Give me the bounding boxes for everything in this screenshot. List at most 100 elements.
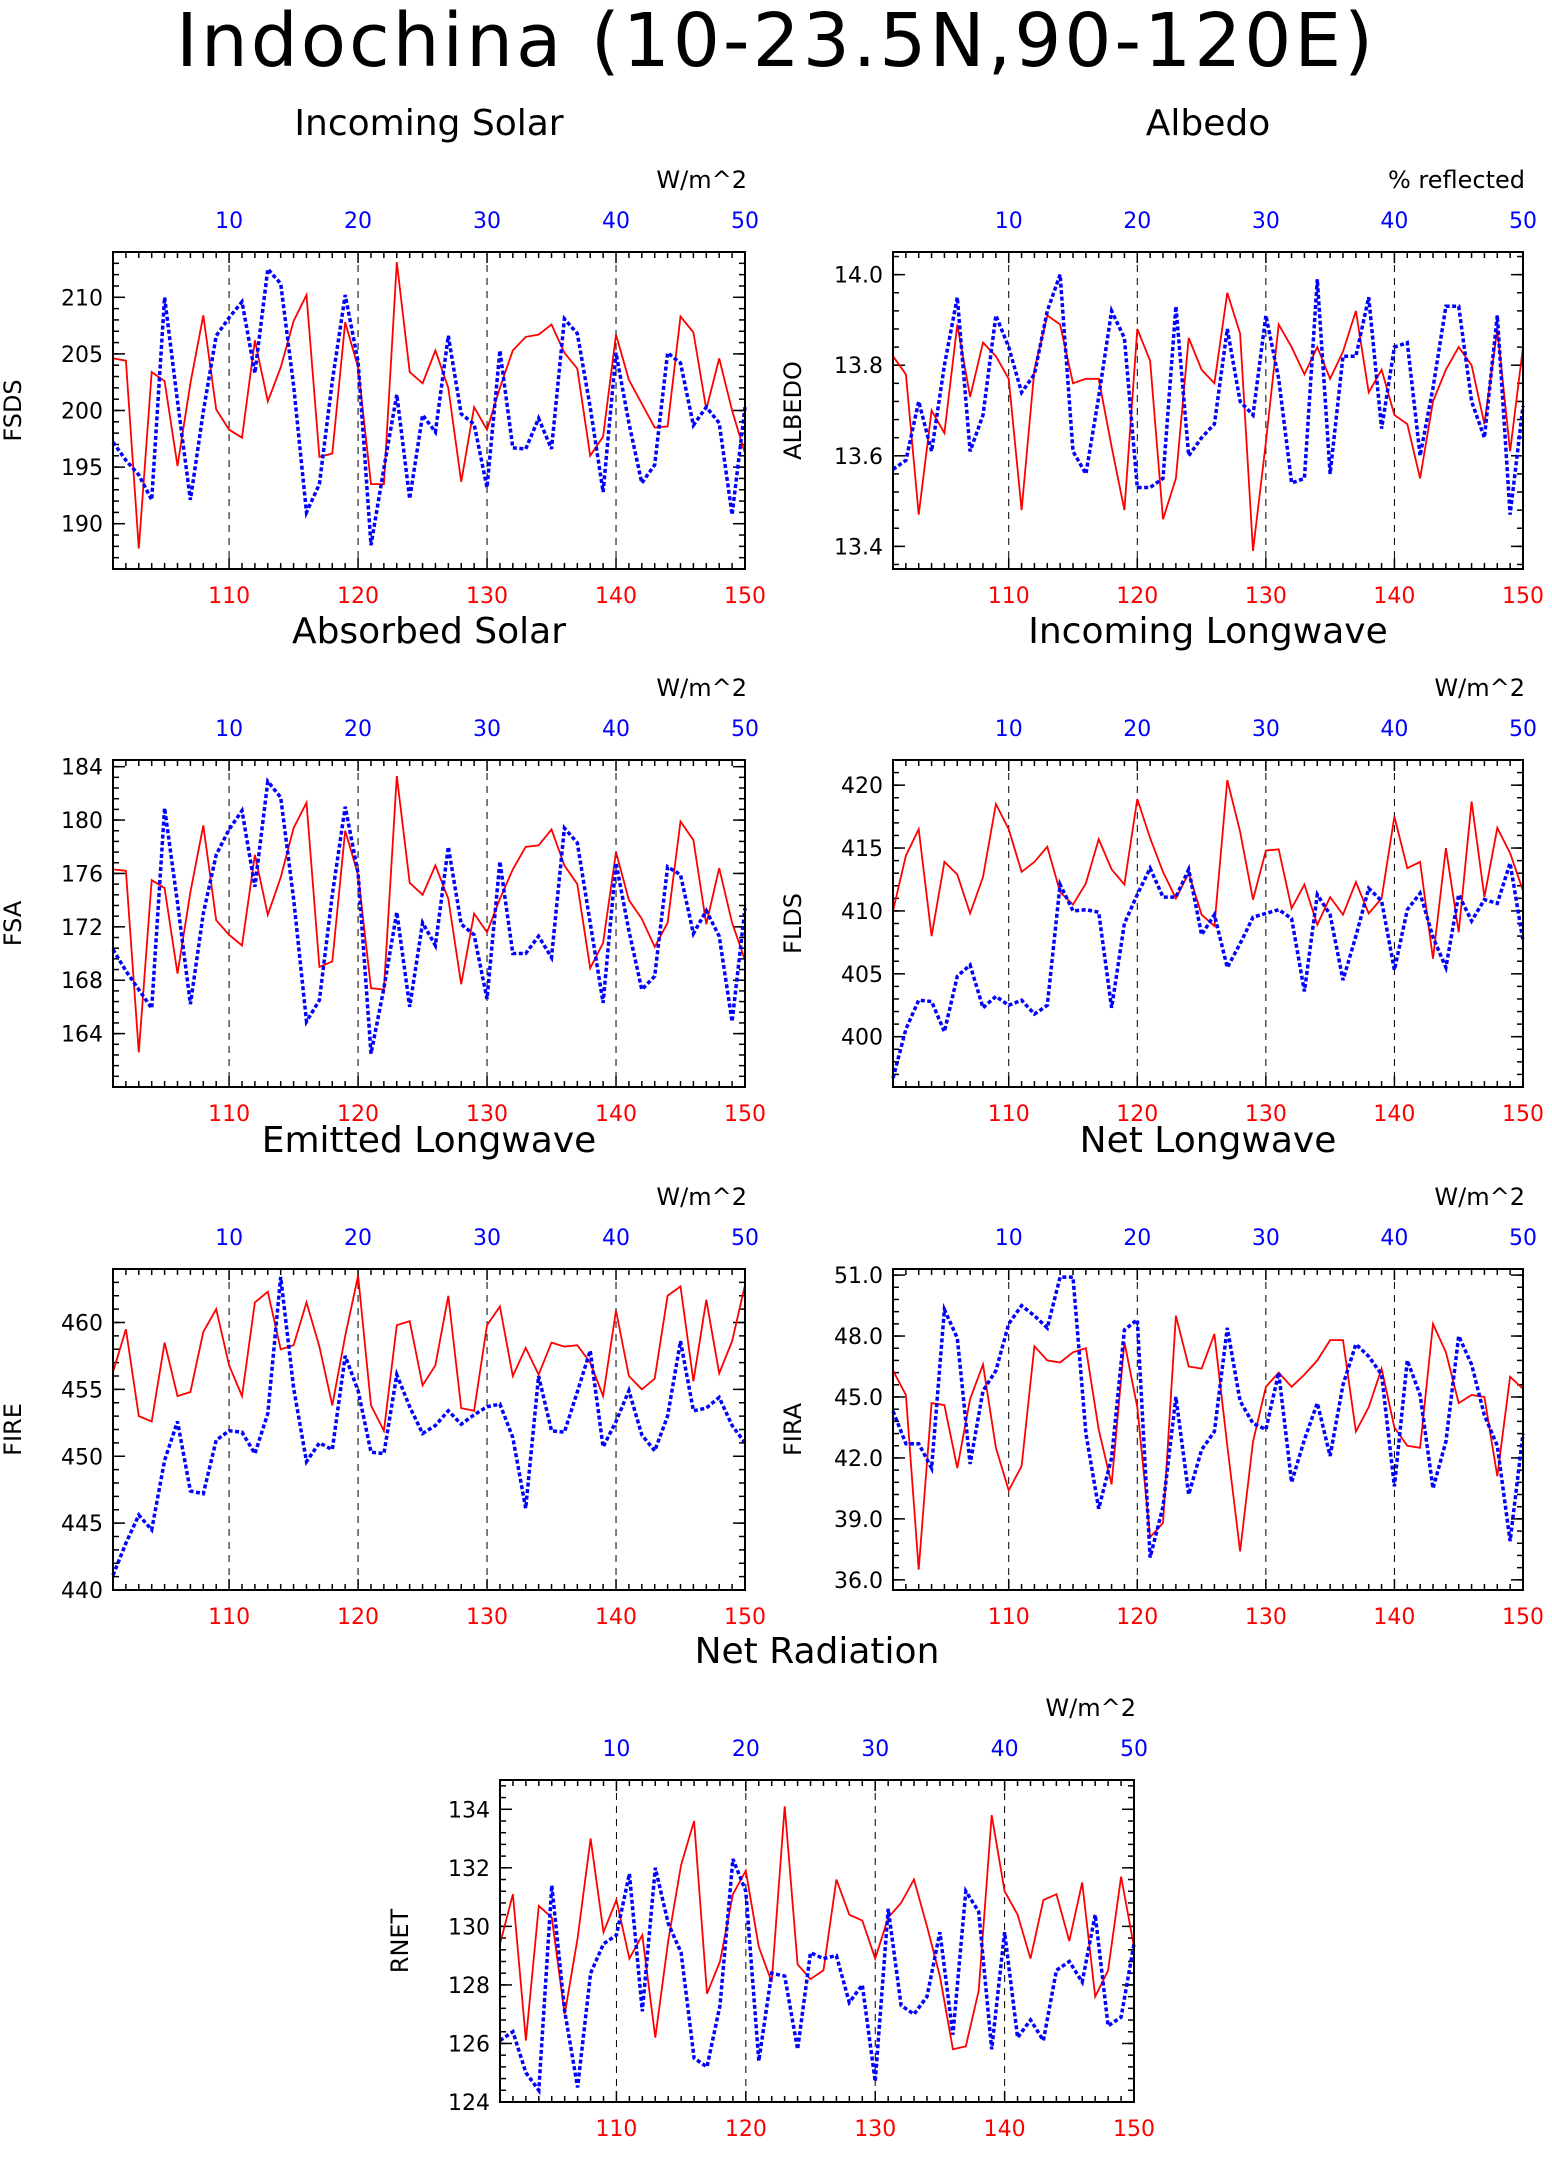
panel-6-ytick-label: 45.0 — [834, 1386, 883, 1411]
panel-2-ylabel: ALBEDO — [779, 361, 807, 460]
panel-5-ylabel: FIRE — [0, 1403, 27, 1456]
main-title: Indochina (10-23.5N,90-120E) — [176, 0, 1376, 84]
panel-3-xtick-top-label: 40 — [602, 717, 630, 742]
panel-5-xtick-top-label: 50 — [731, 1226, 759, 1251]
panel-1-xtick-bottom-label: 110 — [208, 584, 250, 609]
panel-7-frame — [499, 1779, 1135, 2103]
panel-5-ytick-label: 455 — [61, 1378, 103, 1403]
panel-6-xtick-bottom-label: 140 — [1373, 1605, 1415, 1630]
panel-1-title: Incoming Solar — [294, 103, 563, 144]
panel-1-ytick-label: 190 — [61, 513, 103, 538]
panel-4-xtick-top-label: 40 — [1380, 717, 1408, 742]
panel-4-xtick-bottom-label: 110 — [988, 1102, 1030, 1127]
panel-4-units-label: W/m^2 — [1434, 674, 1525, 702]
panel-2-xtick-bottom-label: 120 — [1116, 584, 1158, 609]
panel-3-xtick-bottom-label: 110 — [208, 1102, 250, 1127]
panel-2-xtick-top-label: 50 — [1509, 209, 1537, 234]
panel-4-title: Incoming Longwave — [1028, 611, 1388, 652]
panel-7-xtick-bottom-label: 150 — [1113, 2117, 1155, 2142]
panel-4-xtick-top-label: 20 — [1123, 717, 1151, 742]
panel-6-ytick-label: 36.0 — [834, 1569, 883, 1594]
panel-2-ytick-label: 13.8 — [834, 354, 883, 379]
panel-3-ytick-label: 164 — [61, 1023, 103, 1048]
panel-2-ytick-label: 13.4 — [834, 535, 883, 560]
panel-1-xtick-top-label: 10 — [215, 209, 243, 234]
panel-7-ytick-label: 128 — [448, 1974, 490, 1999]
panel-3-frame — [112, 759, 746, 1088]
panel-4-ylabel: FLDS — [779, 893, 807, 954]
panel-6-ylabel: FIRA — [779, 1402, 807, 1456]
panel-2-title: Albedo — [1146, 103, 1271, 144]
panel-4-series-red-line — [892, 779, 1524, 959]
panel-2-xtick-bottom-label: 110 — [988, 584, 1030, 609]
panel-1-xtick-bottom-label: 130 — [466, 584, 508, 609]
panel-4-xtick-bottom-label: 130 — [1245, 1102, 1287, 1127]
panel-2-frame — [892, 251, 1524, 570]
panel-1-ytick-label: 210 — [61, 286, 103, 311]
panel-6-xtick-bottom-label: 120 — [1116, 1605, 1158, 1630]
panel-3-ytick-label: 176 — [61, 862, 103, 887]
panel-1-ytick-label: 205 — [61, 343, 103, 368]
panel-7-ytick-label: 126 — [448, 2032, 490, 2057]
panel-5-xtick-top-label: 40 — [602, 1226, 630, 1251]
panel-2-series-blue-line — [891, 274, 1525, 515]
panel-6-xtick-top-label: 40 — [1380, 1226, 1408, 1251]
panel-6-ytick-label: 51.0 — [834, 1264, 883, 1289]
panel-7-ytick-label: 134 — [448, 1798, 490, 1823]
panel-5-ytick-label: 460 — [61, 1312, 103, 1337]
panel-1-xtick-top-label: 40 — [602, 209, 630, 234]
panel-6-series-blue-line — [891, 1275, 1525, 1558]
panel-1-xtick-bottom-label: 120 — [337, 584, 379, 609]
panel-6-units-label: W/m^2 — [1434, 1183, 1525, 1211]
panel-7-xtick-top-label: 40 — [991, 1737, 1019, 1762]
panel-5-ytick-label: 450 — [61, 1445, 103, 1470]
panel-3-title: Absorbed Solar — [292, 611, 566, 652]
panel-7-xtick-top-label: 30 — [861, 1737, 889, 1762]
panel-3-xtick-bottom-label: 120 — [337, 1102, 379, 1127]
panel-1-xtick-bottom-label: 150 — [724, 584, 766, 609]
panel-7-ylabel: RNET — [386, 1908, 414, 1973]
panel-3-ytick-label: 172 — [61, 916, 103, 941]
panel-6-xtick-bottom-label: 110 — [988, 1605, 1030, 1630]
panel-1-series-blue-line — [111, 264, 747, 546]
panel-7-units-label: W/m^2 — [1045, 1694, 1136, 1722]
panel-5-xtick-bottom-label: 110 — [208, 1605, 250, 1630]
panel-7-series-blue-line — [499, 1858, 1136, 2096]
panel-5-series-red-line — [112, 1275, 746, 1434]
panel-3-xtick-bottom-label: 150 — [724, 1102, 766, 1127]
panel-5-xtick-bottom-label: 130 — [466, 1605, 508, 1630]
panel-3-xtick-top-label: 50 — [731, 717, 759, 742]
panel-6-xtick-top-label: 50 — [1509, 1226, 1537, 1251]
panel-4-xtick-bottom-label: 140 — [1373, 1102, 1415, 1127]
panel-3-xtick-bottom-label: 130 — [466, 1102, 508, 1127]
panel-5-xtick-bottom-label: 120 — [337, 1605, 379, 1630]
panel-1-xtick-bottom-label: 140 — [595, 584, 637, 609]
panel-5-xtick-top-label: 20 — [344, 1226, 372, 1251]
panel-1-ytick-label: 195 — [61, 456, 103, 481]
panel-2-xtick-bottom-label: 140 — [1373, 584, 1415, 609]
panel-6-xtick-top-label: 30 — [1252, 1226, 1280, 1251]
panel-6-xtick-bottom-label: 150 — [1502, 1605, 1544, 1630]
panel-1-xtick-top-label: 30 — [473, 209, 501, 234]
panel-3-xtick-top-label: 20 — [344, 717, 372, 742]
panel-5-xtick-top-label: 10 — [215, 1226, 243, 1251]
panel-5-xtick-bottom-label: 140 — [595, 1605, 637, 1630]
panel-2-units-label: % reflected — [1388, 166, 1525, 194]
panel-3-ylabel: FSA — [0, 900, 27, 946]
panel-7-ytick-label: 132 — [448, 1857, 490, 1882]
panel-1-units-label: W/m^2 — [656, 166, 747, 194]
panel-2-xtick-bottom-label: 150 — [1502, 584, 1544, 609]
panel-3-units-label: W/m^2 — [656, 674, 747, 702]
panel-7-xtick-bottom-label: 130 — [854, 2117, 896, 2142]
panel-2-ytick-label: 14.0 — [834, 264, 883, 289]
panel-6-xtick-top-label: 10 — [995, 1226, 1023, 1251]
panel-5-xtick-bottom-label: 150 — [724, 1605, 766, 1630]
panel-4-series-blue-line — [891, 862, 1525, 1079]
panel-5-xtick-top-label: 30 — [473, 1226, 501, 1251]
panel-4-xtick-bottom-label: 150 — [1502, 1102, 1544, 1127]
panel-3-xtick-top-label: 10 — [215, 717, 243, 742]
panel-6-ytick-label: 39.0 — [834, 1508, 883, 1533]
panel-3-xtick-top-label: 30 — [473, 717, 501, 742]
panel-4-ytick-label: 405 — [841, 963, 883, 988]
